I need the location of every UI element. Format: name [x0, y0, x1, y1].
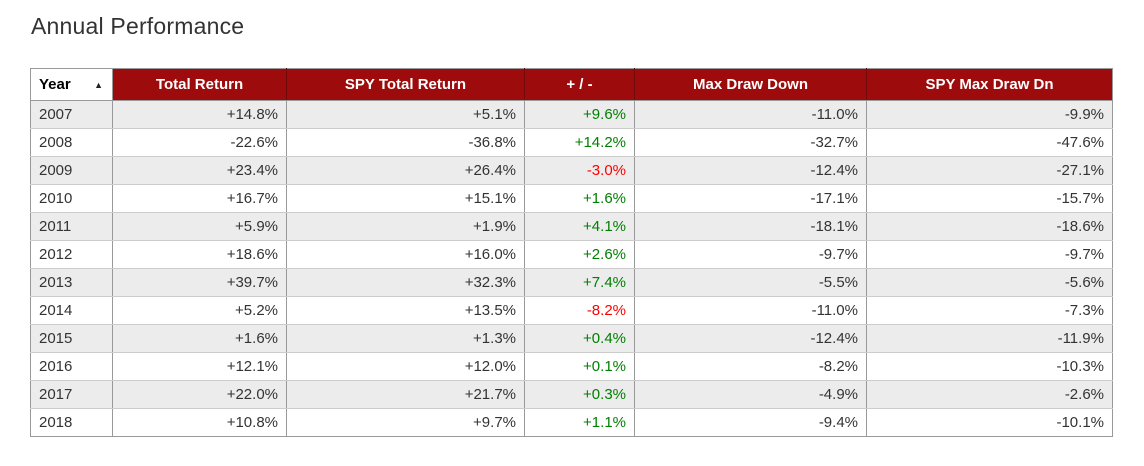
cell-total-return: +10.8%: [112, 408, 287, 437]
cell-max-draw-down: -12.4%: [634, 156, 867, 185]
cell-year: 2012: [30, 240, 113, 269]
cell-total-return: +1.6%: [112, 324, 287, 353]
cell-spy-max-draw-dn: -27.1%: [866, 156, 1113, 185]
cell-spy-total-return: +32.3%: [286, 268, 525, 297]
table-row: 2008 -22.6% -36.8% +14.2% -32.7% -47.6%: [30, 128, 1113, 157]
table-row: 2011 +5.9% +1.9% +4.1% -18.1% -18.6%: [30, 212, 1113, 241]
cell-spy-max-draw-dn: -18.6%: [866, 212, 1113, 241]
cell-plus-minus: -3.0%: [524, 156, 635, 185]
cell-plus-minus: +9.6%: [524, 100, 635, 129]
table-row: 2016 +12.1% +12.0% +0.1% -8.2% -10.3%: [30, 352, 1113, 381]
cell-spy-max-draw-dn: -2.6%: [866, 380, 1113, 409]
cell-max-draw-down: -12.4%: [634, 324, 867, 353]
page-title: Annual Performance: [31, 13, 245, 39]
header-row: Year ▲ Total Return SPY Total Return + / - Ma…: [30, 68, 1113, 101]
cell-plus-minus: +1.6%: [524, 184, 635, 213]
cell-spy-total-return: +16.0%: [286, 240, 525, 269]
table-row: 2009 +23.4% +26.4% -3.0% -12.4% -27.1%: [30, 156, 1113, 185]
cell-total-return: +14.8%: [112, 100, 287, 129]
cell-spy-total-return: +15.1%: [286, 184, 525, 213]
cell-spy-total-return: +21.7%: [286, 380, 525, 409]
cell-year: 2007: [30, 100, 113, 129]
column-header-label: Year: [39, 76, 71, 93]
cell-max-draw-down: -8.2%: [634, 352, 867, 381]
cell-max-draw-down: -32.7%: [634, 128, 867, 157]
cell-spy-total-return: +5.1%: [286, 100, 525, 129]
cell-year: 2014: [30, 296, 113, 325]
table-row: 2014 +5.2% +13.5% -8.2% -11.0% -7.3%: [30, 296, 1113, 325]
table-row: 2018 +10.8% +9.7% +1.1% -9.4% -10.1%: [30, 408, 1113, 437]
cell-max-draw-down: -11.0%: [634, 100, 867, 129]
table-row: 2010 +16.7% +15.1% +1.6% -17.1% -15.7%: [30, 184, 1113, 213]
cell-year: 2011: [30, 212, 113, 241]
cell-spy-total-return: +13.5%: [286, 296, 525, 325]
cell-total-return: +23.4%: [112, 156, 287, 185]
table-row: 2015 +1.6% +1.3% +0.4% -12.4% -11.9%: [30, 324, 1113, 353]
cell-year: 2018: [30, 408, 113, 437]
cell-total-return: +5.2%: [112, 296, 287, 325]
column-header-spy-total-return[interactable]: SPY Total Return: [286, 68, 525, 101]
cell-spy-max-draw-dn: -11.9%: [866, 324, 1113, 353]
cell-max-draw-down: -4.9%: [634, 380, 867, 409]
cell-spy-max-draw-dn: -47.6%: [866, 128, 1113, 157]
cell-spy-total-return: +26.4%: [286, 156, 525, 185]
cell-total-return: +16.7%: [112, 184, 287, 213]
cell-total-return: +22.0%: [112, 380, 287, 409]
cell-year: 2013: [30, 268, 113, 297]
cell-max-draw-down: -18.1%: [634, 212, 867, 241]
cell-spy-total-return: +1.9%: [286, 212, 525, 241]
cell-plus-minus: +0.4%: [524, 324, 635, 353]
cell-spy-total-return: +9.7%: [286, 408, 525, 437]
cell-plus-minus: +4.1%: [524, 212, 635, 241]
cell-plus-minus: +2.6%: [524, 240, 635, 269]
column-header-total-return[interactable]: Total Return: [112, 68, 287, 101]
column-header-plus-minus[interactable]: + / -: [524, 68, 635, 101]
cell-max-draw-down: -5.5%: [634, 268, 867, 297]
cell-max-draw-down: -11.0%: [634, 296, 867, 325]
cell-total-return: +18.6%: [112, 240, 287, 269]
cell-plus-minus: +0.1%: [524, 352, 635, 381]
cell-spy-max-draw-dn: -10.1%: [866, 408, 1113, 437]
cell-spy-total-return: +1.3%: [286, 324, 525, 353]
annual-performance-table: Year ▲ Total Return SPY Total Return + / - Ma…: [30, 68, 1113, 437]
cell-year: 2017: [30, 380, 113, 409]
cell-total-return: +12.1%: [112, 352, 287, 381]
cell-total-return: -22.6%: [112, 128, 287, 157]
cell-year: 2008: [30, 128, 113, 157]
cell-spy-max-draw-dn: -5.6%: [866, 268, 1113, 297]
cell-spy-max-draw-dn: -9.7%: [866, 240, 1113, 269]
cell-plus-minus: -8.2%: [524, 296, 635, 325]
cell-max-draw-down: -17.1%: [634, 184, 867, 213]
cell-year: 2015: [30, 324, 113, 353]
cell-spy-total-return: -36.8%: [286, 128, 525, 157]
table-row: 2007 +14.8% +5.1% +9.6% -11.0% -9.9%: [30, 100, 1113, 129]
cell-spy-max-draw-dn: -9.9%: [866, 100, 1113, 129]
table-row: 2017 +22.0% +21.7% +0.3% -4.9% -2.6%: [30, 380, 1113, 409]
cell-year: 2016: [30, 352, 113, 381]
cell-plus-minus: +0.3%: [524, 380, 635, 409]
cell-spy-max-draw-dn: -7.3%: [866, 296, 1113, 325]
table-row: 2013 +39.7% +32.3% +7.4% -5.5% -5.6%: [30, 268, 1113, 297]
cell-year: 2010: [30, 184, 113, 213]
cell-spy-max-draw-dn: -15.7%: [866, 184, 1113, 213]
cell-plus-minus: +7.4%: [524, 268, 635, 297]
column-header-spy-max-draw-dn[interactable]: SPY Max Draw Dn: [866, 68, 1113, 101]
table-row: 2012 +18.6% +16.0% +2.6% -9.7% -9.7%: [30, 240, 1113, 269]
cell-total-return: +39.7%: [112, 268, 287, 297]
cell-spy-max-draw-dn: -10.3%: [866, 352, 1113, 381]
cell-plus-minus: +14.2%: [524, 128, 635, 157]
cell-max-draw-down: -9.7%: [634, 240, 867, 269]
column-header-year[interactable]: Year ▲: [30, 68, 113, 101]
sort-ascending-icon: ▲: [94, 79, 103, 90]
cell-year: 2009: [30, 156, 113, 185]
cell-spy-total-return: +12.0%: [286, 352, 525, 381]
cell-max-draw-down: -9.4%: [634, 408, 867, 437]
column-header-max-draw-down[interactable]: Max Draw Down: [634, 68, 867, 101]
cell-plus-minus: +1.1%: [524, 408, 635, 437]
cell-total-return: +5.9%: [112, 212, 287, 241]
